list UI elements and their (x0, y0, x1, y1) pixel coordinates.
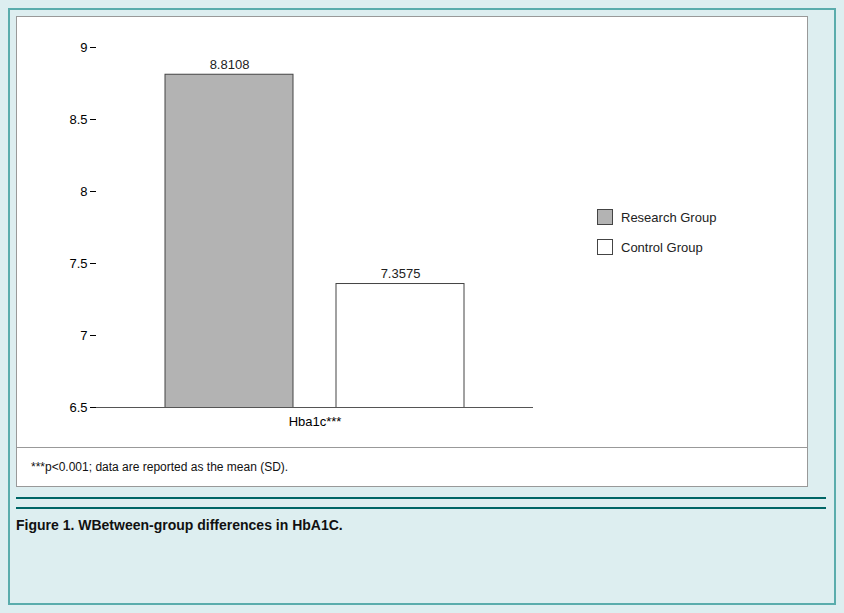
html-text:Research Group: Research Group (621, 209, 717, 225)
svg-text:6.5: 6.5 (69, 400, 87, 415)
html-text:Control Group: Control Group (621, 239, 703, 255)
html-text:Figure 1. WBetween-group diffe: Figure 1. WBetween-group differences in … (16, 517, 343, 533)
svg-text:7.5: 7.5 (69, 256, 87, 271)
svg-text:8: 8 (80, 184, 87, 199)
svg-text:Hba1c***: Hba1c*** (289, 414, 342, 429)
svg-text:8.5: 8.5 (69, 112, 87, 127)
svg-text:9: 9 (80, 40, 87, 55)
svg-text:8.8108: 8.8108 (210, 57, 250, 72)
svg-text:7: 7 (80, 328, 87, 343)
svg-text:7.3575: 7.3575 (381, 266, 421, 281)
html-text:***p<0.001; data are reported: ***p<0.001; data are reported as the mea… (31, 460, 289, 474)
